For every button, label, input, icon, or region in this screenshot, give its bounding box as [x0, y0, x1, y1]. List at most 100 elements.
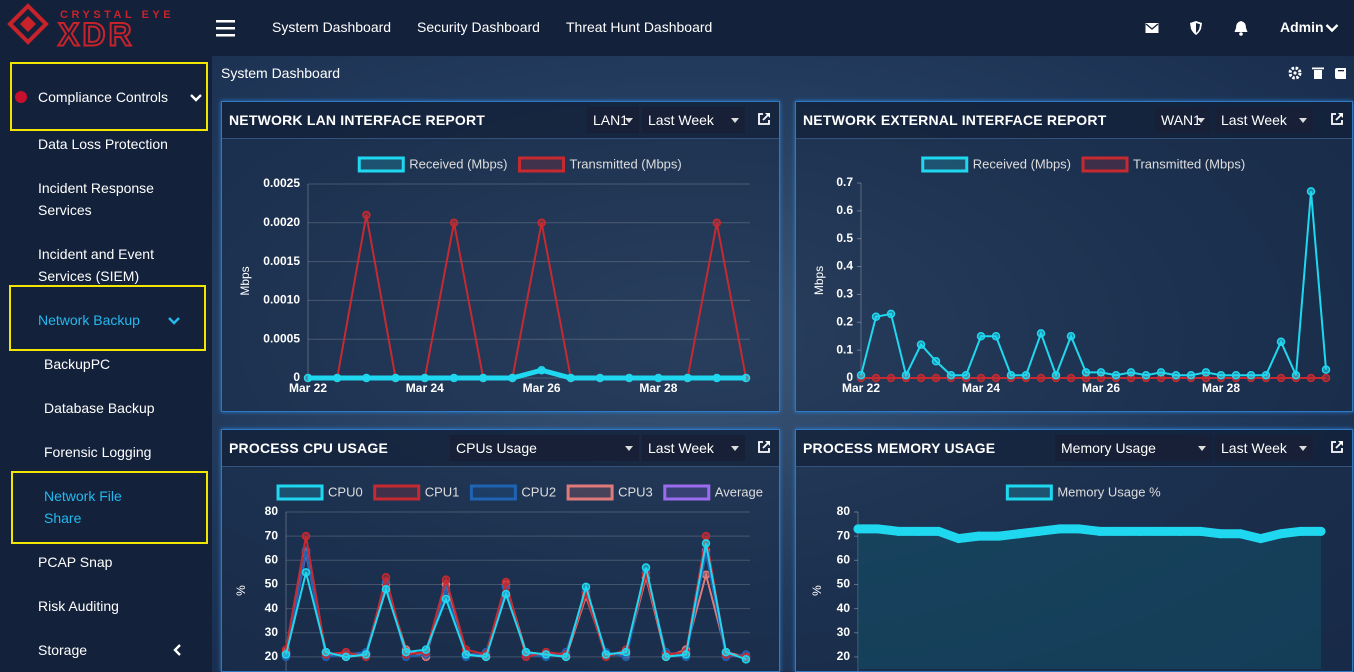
external-link[interactable] — [757, 112, 771, 126]
y-tick-label: 0.1 — [836, 342, 853, 356]
y-tick-label: 0.7 — [836, 175, 853, 189]
data-point — [916, 340, 926, 349]
data-point — [1036, 329, 1046, 338]
data-point — [441, 575, 451, 584]
menu-toggle[interactable] — [215, 19, 237, 37]
series-line — [285, 535, 747, 659]
sidebar-subitem[interactable]: Forensic Logging — [44, 444, 152, 460]
x-tick-label: Mar 28 — [639, 381, 677, 395]
bell-icon[interactable] — [1234, 20, 1248, 36]
dropdown[interactable]: CPUs Usage — [450, 435, 639, 461]
data-point — [1051, 370, 1061, 380]
sidebar-item[interactable]: Risk Auditing — [38, 598, 119, 614]
panel-header: PROCESS MEMORY USAGE Memory Usage Last Wee… — [796, 430, 1352, 467]
dropdown[interactable]: WAN1 — [1155, 107, 1211, 133]
chevron-icon[interactable] — [189, 93, 203, 103]
logo[interactable]: CRYSTAL EYE XDR — [0, 0, 200, 56]
data-point — [856, 370, 866, 380]
chevron-icon[interactable] — [167, 316, 181, 326]
y-tick-label: 0 — [293, 370, 300, 384]
sidebar-item[interactable]: Compliance Controls — [38, 89, 168, 105]
legend-label: Received (Mbps) — [973, 156, 1071, 171]
data-point — [1014, 529, 1024, 539]
external-link[interactable] — [757, 440, 771, 454]
sidebar-item[interactable]: Network Backup — [38, 312, 140, 328]
x-tick-label: Mar 24 — [406, 381, 444, 395]
sidebar-item[interactable]: Incident and Event Services (SIEM) — [38, 246, 154, 284]
chevron-icon[interactable] — [172, 643, 182, 657]
data-point — [974, 531, 984, 541]
chevron-icon[interactable] — [1325, 23, 1339, 33]
series-line — [860, 191, 1327, 379]
data-point — [537, 365, 546, 375]
data-point — [421, 645, 431, 654]
data-point — [1021, 370, 1031, 380]
logo-mark — [20, 16, 36, 32]
sidebar-item[interactable]: Storage — [38, 642, 88, 658]
legend-swatch — [566, 484, 614, 501]
logo-text: XDR — [58, 16, 135, 52]
nav-link[interactable]: Threat Hunt Dashboard — [566, 19, 713, 35]
dropdown[interactable]: Memory Usage — [1055, 435, 1212, 461]
sidebar — [0, 56, 212, 672]
data-point — [478, 373, 488, 383]
y-tick-label: 0.0020 — [263, 215, 300, 229]
y-tick-label: 0.6 — [836, 203, 853, 217]
logo-mark — [7, 3, 49, 45]
legend-label: CPU1 — [425, 484, 460, 499]
sidebar-item[interactable]: Incident Response Services — [38, 180, 154, 218]
dropdown[interactable]: Last Week — [1215, 435, 1313, 461]
data-point — [1034, 526, 1044, 536]
external-link[interactable] — [1330, 440, 1344, 454]
shield-icon[interactable] — [1190, 21, 1202, 35]
data-point — [566, 373, 576, 383]
panel-title: PROCESS MEMORY USAGE — [803, 440, 996, 456]
toolbar-icons[interactable] — [1288, 66, 1350, 82]
y-tick-label: 40 — [265, 601, 279, 615]
data-point — [441, 594, 451, 604]
dropdown[interactable]: Last Week — [1215, 107, 1313, 133]
legend-label: CPU0 — [328, 484, 363, 499]
chart: Mbps 0 0.0005 0.0010 0.0015 0.0020 0.0025 Mar 2… — [238, 156, 751, 395]
data-point — [1321, 365, 1331, 374]
dropdown[interactable]: LAN1 — [587, 107, 639, 133]
data-point — [541, 650, 551, 659]
data-point — [916, 373, 926, 383]
data-point — [934, 526, 944, 536]
data-point — [624, 373, 634, 383]
legend-swatch — [1005, 484, 1053, 501]
nav-link[interactable]: System Dashboard — [272, 19, 392, 35]
highlight-box — [11, 471, 208, 544]
external-link[interactable] — [1330, 112, 1344, 126]
nav-link[interactable]: Security Dashboard — [417, 19, 540, 35]
user-menu[interactable]: Admin — [1280, 19, 1324, 35]
dropdown[interactable]: Last Week — [642, 435, 745, 461]
data-point — [701, 539, 711, 548]
chart-panel: PROCESS CPU USAGE CPUs Usage Last Week% 20 3… — [221, 429, 780, 672]
data-point — [521, 647, 531, 657]
sidebar-item[interactable]: PCAP Snap — [38, 554, 113, 570]
mail-icon[interactable] — [1145, 22, 1159, 34]
data-point — [701, 570, 711, 580]
sidebar-subitem[interactable]: Database Backup — [44, 400, 155, 416]
data-point — [886, 373, 896, 383]
legend-swatch — [469, 484, 517, 501]
sidebar-subitem[interactable]: Network File Share — [44, 488, 122, 526]
legend: Memory Usage % — [1005, 484, 1161, 501]
data-point — [621, 647, 631, 657]
dropdown[interactable]: Last Week — [642, 107, 745, 133]
data-point — [1276, 337, 1286, 347]
sidebar-subitem[interactable]: BackupPC — [44, 356, 111, 372]
legend-swatch — [1081, 156, 1129, 173]
legend: Received (Mbps) Transmitted (Mbps) — [921, 156, 1245, 173]
legend-label: Average — [715, 484, 763, 499]
sidebar-item[interactable]: Data Loss Protection — [38, 136, 168, 152]
x-tick-label: Mar 28 — [1202, 381, 1240, 395]
legend-swatch — [518, 156, 566, 173]
data-point — [341, 652, 351, 662]
data-point — [886, 309, 896, 319]
data-point — [303, 373, 313, 383]
data-point — [361, 650, 371, 659]
data-point — [481, 652, 491, 662]
